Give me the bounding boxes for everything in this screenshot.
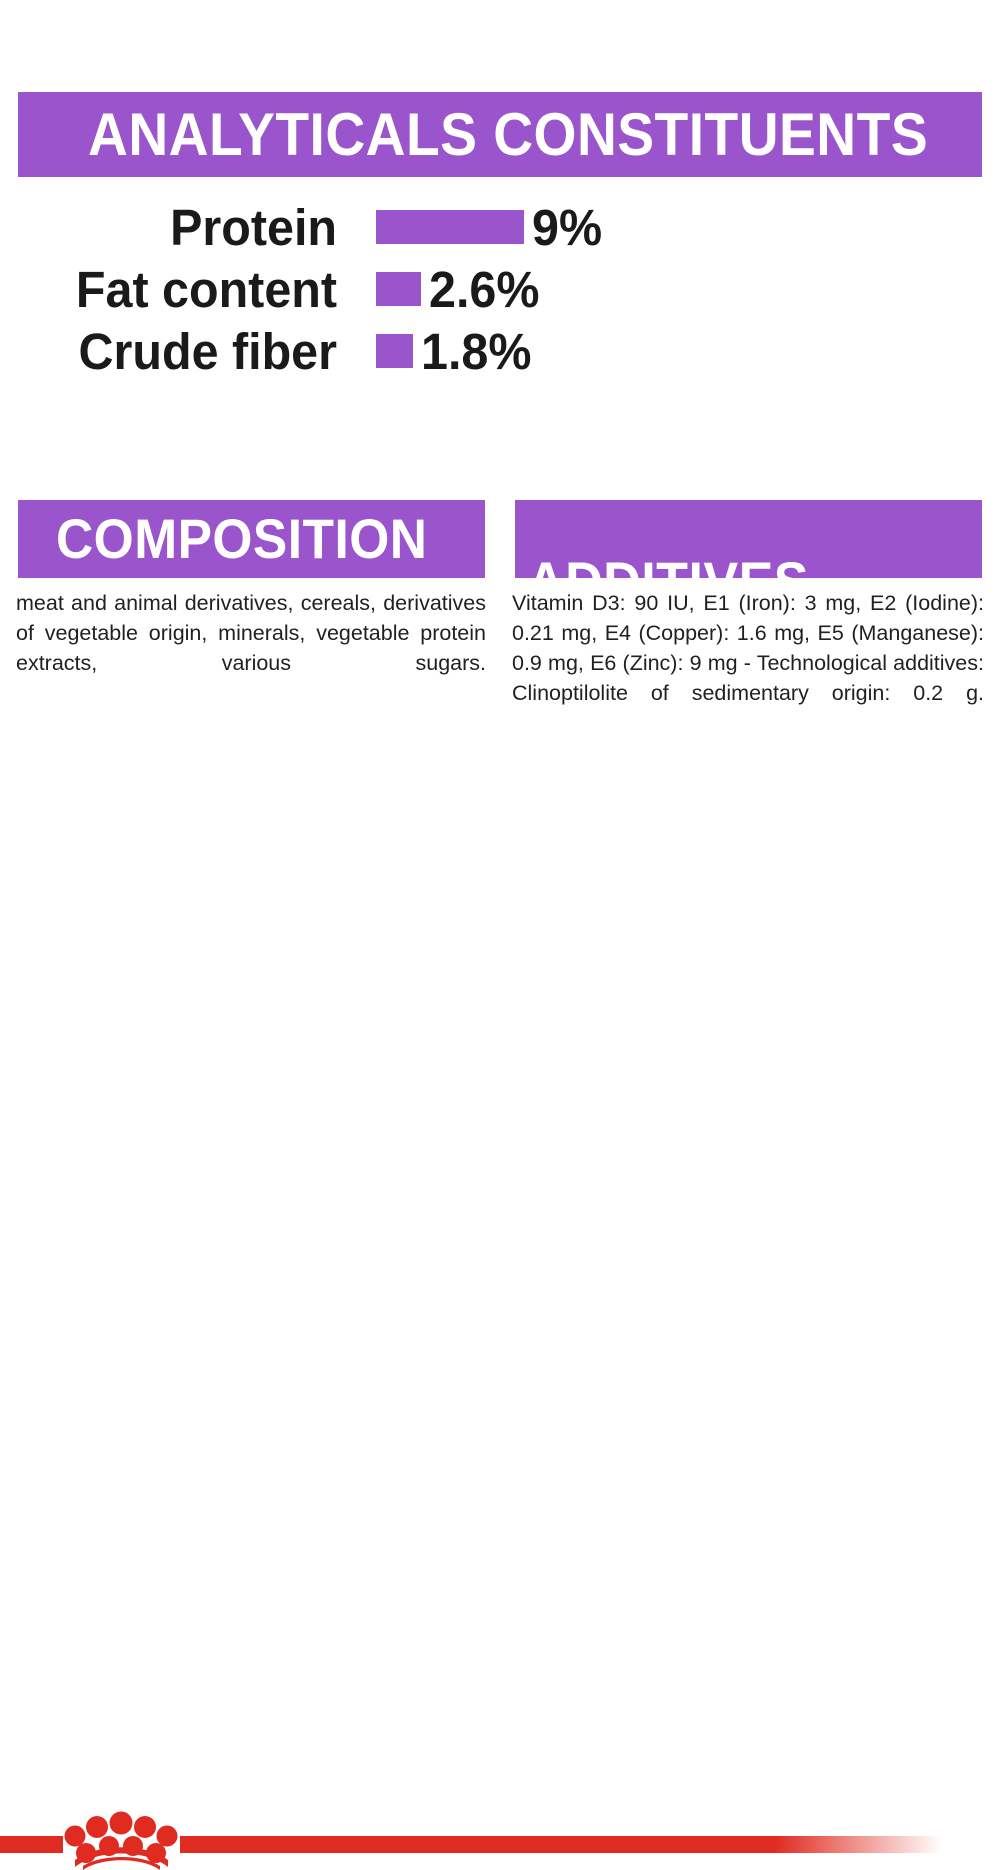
analytics-row-value: 9% xyxy=(532,198,603,256)
analytics-row-bar xyxy=(376,334,413,368)
additives-title-group: ADDITIVES (per kg) xyxy=(527,500,924,610)
analytics-row-label: Crude fiber xyxy=(78,322,337,380)
footer-rule-right xyxy=(180,1836,942,1853)
analytics-row-fat-content: Fat content 2.6% xyxy=(0,258,1000,320)
footer-rule-left xyxy=(0,1836,63,1853)
analytics-row-protein: Protein 9% xyxy=(0,196,1000,258)
additives-body-text: Vitamin D3: 90 IU, E1 (Iron): 3 mg, E2 (… xyxy=(512,591,984,705)
analytics-row-bar xyxy=(376,272,421,306)
analytics-row-bar xyxy=(376,210,524,244)
footer xyxy=(0,900,1000,1870)
composition-section-banner: COMPOSITION xyxy=(18,500,485,578)
additives-section-title: ADDITIVES xyxy=(527,550,809,613)
additives-section-banner: ADDITIVES (per kg) xyxy=(515,500,982,610)
composition-body-text: meat and animal derivatives, cereals, de… xyxy=(16,591,486,675)
royal-canin-crown-icon xyxy=(64,1811,178,1870)
analytics-section-title: ANALYTICALS CONSTITUENTS xyxy=(88,100,929,168)
analytics-section-banner: ANALYTICALS CONSTITUENTS xyxy=(18,92,982,177)
analytics-row-crude-fiber: Crude fiber 1.8% xyxy=(0,320,1000,382)
composition-section-title: COMPOSITION xyxy=(56,507,428,570)
additives-section-subtitle: (per kg) xyxy=(821,575,925,608)
analytics-row-value: 1.8% xyxy=(421,322,532,380)
analytics-row-label: Fat content xyxy=(75,260,338,318)
analytics-row-label: Protein xyxy=(170,198,337,256)
analytics-row-value: 2.6% xyxy=(429,260,540,318)
analytics-rows: Protein 9% Fat content 2.6% Crude fiber … xyxy=(0,196,1000,382)
